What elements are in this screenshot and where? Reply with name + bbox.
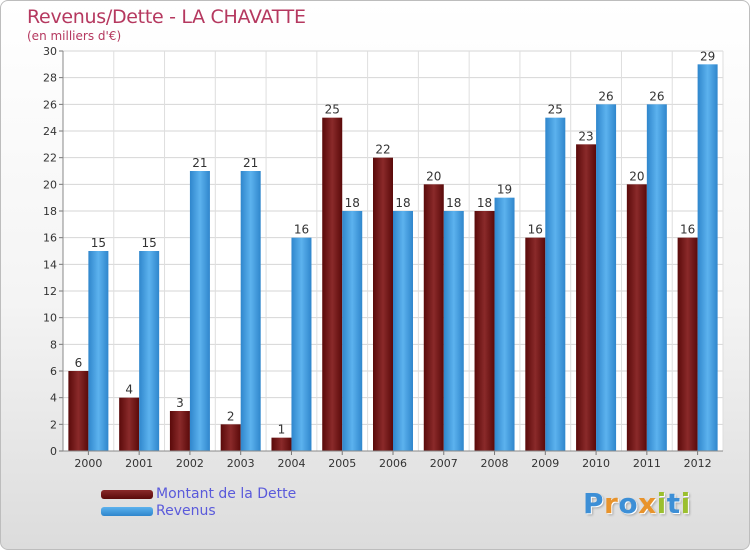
data-label-dette-2001: 4 <box>125 383 133 397</box>
y-tick-label: 26 <box>43 98 57 111</box>
y-tick-label: 20 <box>43 178 57 191</box>
data-label-revenus-2011: 26 <box>649 89 664 103</box>
bar-revenus-2000 <box>88 251 109 451</box>
bar-revenus-2004 <box>291 237 312 451</box>
y-tick-label: 2 <box>50 418 57 431</box>
bar-dette-2005 <box>322 117 343 452</box>
data-label-revenus-2002: 21 <box>192 156 207 170</box>
bar-revenus-2006 <box>393 211 413 451</box>
data-label-revenus-2012: 29 <box>700 49 715 63</box>
data-label-dette-2011: 20 <box>629 169 644 183</box>
x-tick-label: 2007 <box>430 457 458 470</box>
data-label-revenus-2007: 18 <box>446 196 461 210</box>
data-label-dette-2004: 1 <box>278 423 286 437</box>
y-tick-label: 0 <box>50 445 57 458</box>
y-tick-label: 18 <box>43 205 57 218</box>
data-label-dette-2006: 22 <box>375 143 390 157</box>
x-tick-label: 2000 <box>74 457 102 470</box>
x-tick-label: 2009 <box>531 457 559 470</box>
x-tick-label: 2002 <box>176 457 204 470</box>
logo-letter: o <box>618 487 639 520</box>
bar-dette-2002 <box>169 411 190 451</box>
y-tick-label: 10 <box>43 312 57 325</box>
x-tick-label: 2003 <box>227 457 255 470</box>
bar-dette-2012 <box>677 237 698 451</box>
bar-dette-2009 <box>525 237 546 451</box>
x-tick-label: 2011 <box>633 457 661 470</box>
data-label-dette-2000: 6 <box>75 356 83 370</box>
logo-letter: x <box>638 487 657 520</box>
data-label-revenus-2005: 18 <box>345 196 360 210</box>
y-tick-label: 24 <box>43 125 57 138</box>
legend-swatch-revenus <box>101 507 153 516</box>
chart-subtitle: (en milliers d'€) <box>27 29 122 43</box>
logo-letter: t <box>666 487 681 520</box>
bar-revenus-2002 <box>189 171 210 451</box>
bar-revenus-2005 <box>342 211 363 451</box>
bar-revenus-2001 <box>139 251 160 451</box>
bar-dette-2010 <box>576 144 597 452</box>
y-tick-label: 16 <box>43 232 57 245</box>
bar-revenus-2011 <box>646 104 667 451</box>
logo-letter: i <box>680 487 691 520</box>
y-tick-label: 28 <box>43 72 57 85</box>
x-tick-label: 2012 <box>684 457 712 470</box>
data-label-dette-2003: 2 <box>227 409 235 423</box>
bar-dette-2007 <box>423 184 444 452</box>
bar-revenus-2012 <box>697 64 718 452</box>
y-tick-label: 12 <box>43 285 57 298</box>
y-tick-label: 6 <box>50 365 57 378</box>
bar-revenus-2010 <box>596 104 617 451</box>
data-label-dette-2005: 25 <box>325 103 340 117</box>
data-label-revenus-2001: 15 <box>142 236 157 250</box>
bar-revenus-2009 <box>545 117 566 452</box>
y-tick-label: 4 <box>50 392 57 405</box>
bar-dette-2008 <box>474 211 495 451</box>
data-label-dette-2002: 3 <box>176 396 184 410</box>
x-tick-label: 2010 <box>582 457 610 470</box>
bar-revenus-2007 <box>443 211 464 451</box>
x-tick-label: 2006 <box>379 457 407 470</box>
data-label-dette-2010: 23 <box>578 129 593 143</box>
logo-letter: P <box>583 487 605 520</box>
data-label-revenus-2008: 19 <box>497 183 512 197</box>
y-tick-label: 22 <box>43 152 57 165</box>
data-label-revenus-2000: 15 <box>91 236 106 250</box>
data-label-dette-2007: 20 <box>426 169 441 183</box>
logo-letter: r <box>604 487 619 520</box>
x-tick-label: 2001 <box>125 457 153 470</box>
data-label-revenus-2003: 21 <box>243 156 258 170</box>
x-tick-label: 2008 <box>481 457 509 470</box>
bar-revenus-2003 <box>240 171 261 451</box>
data-label-dette-2008: 18 <box>477 196 492 210</box>
data-label-revenus-2004: 16 <box>294 223 309 237</box>
legend-label-dette: Montant de la Dette <box>156 486 297 502</box>
y-tick-label: 14 <box>43 258 57 271</box>
proxiti-logo: Proxiti <box>583 487 691 520</box>
bar-dette-2011 <box>626 184 647 452</box>
bar-dette-2004 <box>271 437 292 451</box>
logo-letter: i <box>656 487 667 520</box>
data-label-revenus-2010: 26 <box>598 89 613 103</box>
x-tick-label: 2005 <box>328 457 356 470</box>
data-label-revenus-2009: 25 <box>548 103 563 117</box>
data-label-revenus-2006: 18 <box>395 196 410 210</box>
bar-dette-2006 <box>373 157 393 451</box>
bar-revenus-2008 <box>494 197 515 451</box>
bar-dette-2003 <box>220 424 241 451</box>
legend-swatch-dette <box>101 490 153 499</box>
data-label-dette-2012: 16 <box>680 223 695 237</box>
bar-dette-2001 <box>119 397 140 451</box>
x-tick-label: 2004 <box>277 457 305 470</box>
y-tick-label: 8 <box>50 338 57 351</box>
data-label-dette-2009: 16 <box>528 223 543 237</box>
y-tick-label: 30 <box>43 45 57 58</box>
bar-dette-2000 <box>68 371 89 451</box>
chart-title: Revenus/Dette - LA CHAVATTE <box>27 6 306 28</box>
legend-label-revenus: Revenus <box>156 503 216 519</box>
